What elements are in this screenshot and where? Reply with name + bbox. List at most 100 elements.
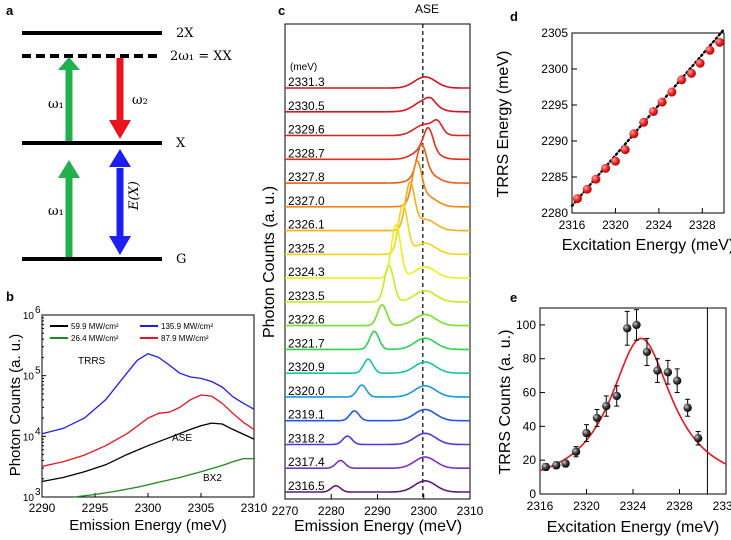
y-tick-label: 40 [523, 419, 537, 433]
series-line-3 [41, 394, 255, 468]
y-tick-label: 2280 [541, 206, 568, 220]
excitation-energy-label: 2322.6 [288, 313, 325, 327]
omega1-lower-label: ω₁ [48, 204, 64, 219]
x-tick-label: 2320 [602, 218, 629, 232]
excitation-energy-label: 2327.8 [288, 170, 325, 184]
panel-e-xlabel: Excitation Energy (meV) [547, 519, 720, 536]
excitation-energy-label: 2330.5 [288, 99, 325, 113]
x-tick-label: 2320 [573, 499, 600, 513]
panel-c-frame [284, 23, 471, 500]
x-tick-label: 2280 [318, 504, 345, 518]
panel-d-frame [571, 32, 725, 214]
data-point [620, 145, 630, 155]
series-line-0 [41, 422, 255, 483]
y-tick-label: 10 [23, 372, 35, 383]
data-point [572, 194, 582, 204]
x-tick-label: 2332 [713, 499, 731, 513]
y-tick-label: 10 [23, 432, 35, 443]
spectrum-trace-8 [285, 223, 470, 279]
ex-arrowhead-down [109, 236, 131, 255]
panel-d-points [572, 37, 725, 204]
x-tick-label: 2310 [241, 501, 268, 515]
panel-a-label: a [6, 3, 14, 18]
spectrum-trace-11 [285, 330, 470, 351]
panel-e-points [541, 309, 703, 472]
legend-label-1: 26.4 MW/cm² [71, 334, 119, 343]
excitation-energy-label: 2319.1 [288, 408, 325, 422]
data-point [715, 37, 725, 47]
data-point [629, 129, 639, 139]
data-point [642, 347, 652, 357]
data-point [601, 163, 611, 173]
x-tick-label: 2300 [135, 501, 162, 515]
legend-label-2: 135.9 MW/cm² [161, 322, 213, 331]
spectrum-trace-1 [285, 96, 470, 113]
x-tick-label: 2324 [620, 499, 647, 513]
data-point [610, 156, 620, 166]
spectrum-trace-6 [285, 180, 470, 232]
unit-label: (meV) [290, 62, 317, 73]
data-point [657, 97, 667, 107]
y-tick-label: 2285 [541, 170, 568, 184]
x-tick-label: 2290 [29, 501, 56, 515]
x-tick-label: 2310 [457, 504, 484, 518]
x-tick-label: 2324 [646, 218, 673, 232]
spectrum-trace-9 [285, 264, 470, 303]
y-tick-label: 60 [523, 386, 537, 400]
excitation-energy-label: 2331.3 [288, 75, 325, 89]
excitation-energy-label: 2324.3 [288, 265, 325, 279]
data-point [602, 401, 611, 411]
level-g-label: G [176, 252, 186, 267]
spectrum-trace-4 [285, 143, 470, 184]
panel-d-xlabel: Excitation Energy (meV) [562, 237, 731, 254]
y-tick-label: 0 [529, 487, 536, 501]
spectrum-trace-5 [285, 159, 470, 208]
x-tick-label: 2305 [188, 501, 215, 515]
panel-d: d 2316 2320 2324 23282280228522902295230023… [495, 9, 731, 254]
y-tick-label: 2300 [541, 62, 568, 76]
ase-top-label: ASE [415, 2, 439, 16]
panel-e-label: e [510, 290, 517, 305]
excitation-energy-label: 2326.1 [288, 218, 325, 232]
excitation-energy-label: 2325.2 [288, 241, 325, 255]
data-point [582, 428, 591, 438]
ex-label: E(X) [127, 181, 142, 211]
x-tick-label: 2316 [559, 218, 586, 232]
panel-a: a 2X 2ω₁ = XX X G ω₁ ω₁ ω₂ E(X) [6, 3, 232, 267]
ase-annotation: ASE [172, 433, 192, 444]
excitation-energy-label: 2323.5 [288, 289, 325, 303]
panel-c-label: c [278, 3, 285, 18]
panel-d-ylabel: TRRS Energy (meV) [495, 51, 512, 198]
panel-c: c ASE (meV) 2331.3 2330.5 2329.6 2328.7 2327… [261, 2, 484, 535]
data-point [663, 368, 673, 377]
reference-dotted-line [570, 28, 726, 208]
panel-c-xlabel: Emission Energy (meV) [294, 518, 462, 535]
series-line-1 [73, 457, 254, 498]
x-tick-label: 2295 [82, 501, 109, 515]
panel-e: e 2316 2320 2324 2328 2332 0 20 40 60 80 100 Excit… [497, 290, 731, 536]
panel-e-ylabel: TRRS Counts (a. u.) [497, 330, 514, 475]
y-tick-label: 20 [523, 453, 537, 467]
data-point [686, 68, 696, 78]
omega1-upper-arrowhead [58, 57, 80, 70]
lorentzian-fit-curve [539, 337, 727, 472]
data-point [561, 459, 570, 468]
y-tick-exponent: 4 [35, 426, 41, 437]
spectrum-trace-12 [285, 358, 470, 374]
panel-b-label: b [6, 289, 14, 304]
spectrum-trace-16 [285, 456, 470, 469]
omega1-lower-arrowhead [58, 160, 80, 178]
level-virtual-label: 2ω₁ = XX [170, 49, 232, 64]
panel-c-ylabel: Photon Counts (a. u.) [261, 186, 278, 338]
data-point [677, 75, 687, 85]
panel-d-ticks: 2316 2320 2324 2328 2280 2285 2290 2295 2300 2305 [541, 26, 716, 232]
data-point [693, 434, 703, 443]
omega2-label: ω₂ [132, 93, 148, 108]
x-tick-label: 2270 [272, 504, 299, 518]
x-tick-label: 2328 [689, 218, 716, 232]
panel-b-legend: 59.9 MW/cm² 26.4 MW/cm² 135.9 MW/cm² 87.9 M… [50, 322, 213, 343]
panel-b-x-ticks: 2290 2295 2300 2305 2310 [29, 493, 268, 515]
